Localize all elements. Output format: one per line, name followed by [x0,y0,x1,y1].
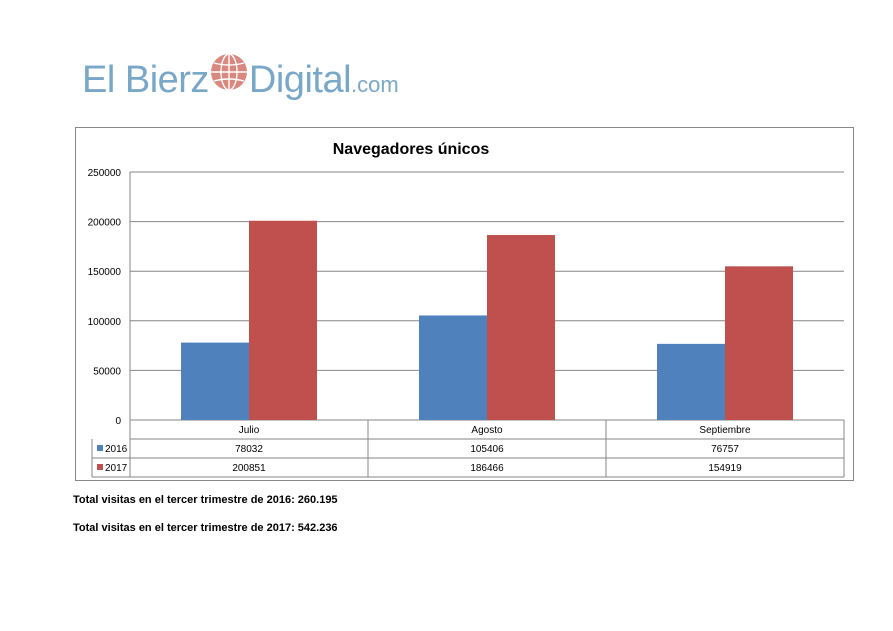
notes-section: Total visitas en el tercer trimestre de … [73,494,338,550]
data-label: 200851 [232,463,266,474]
logo-domain: .com [351,72,399,97]
bar-2017-julio [249,220,317,420]
x-tick-label: Julio [239,425,260,436]
globe-icon [210,53,247,91]
bar-chart: Navegadores únicos 0 50000 100000 150000 2000… [88,141,845,478]
logo-text-part1: El Bierz [82,59,209,101]
data-label: 78032 [235,444,263,455]
y-tick-label: 200000 [88,218,122,229]
chart-title: Navegadores únicos [333,141,490,158]
legend-label-2016: 2016 [105,444,128,455]
legend-swatch-2017 [97,464,103,470]
legend-swatch-2016 [97,445,103,451]
data-label: 154919 [708,463,742,474]
x-tick-label: Septiembre [699,425,751,436]
bar-2016-julio [181,342,249,420]
bar-2016-septiembre [657,343,725,420]
chart-container: Navegadores únicos 0 50000 100000 150000 2000… [75,127,854,481]
y-tick-label: 0 [115,416,121,427]
logo-text-part2: Digital [248,59,352,101]
y-tick-label: 250000 [88,168,122,179]
data-label: 105406 [470,444,504,455]
data-label: 186466 [470,463,504,474]
bar-2017-septiembre [725,266,793,420]
bar-2016-agosto [419,315,487,420]
legend-label-2017: 2017 [105,463,128,474]
note-2016-total: Total visitas en el tercer trimestre de … [73,494,338,506]
data-label: 76757 [711,444,739,455]
note-2017-total: Total visitas en el tercer trimestre de … [73,522,338,534]
y-tick-label: 150000 [88,267,122,278]
y-tick-label: 100000 [88,317,122,328]
x-tick-label: Agosto [471,425,503,436]
y-tick-label: 50000 [93,366,121,377]
bar-2017-agosto [487,235,555,420]
site-logo[interactable]: El Bierz Digital .com [82,52,399,102]
